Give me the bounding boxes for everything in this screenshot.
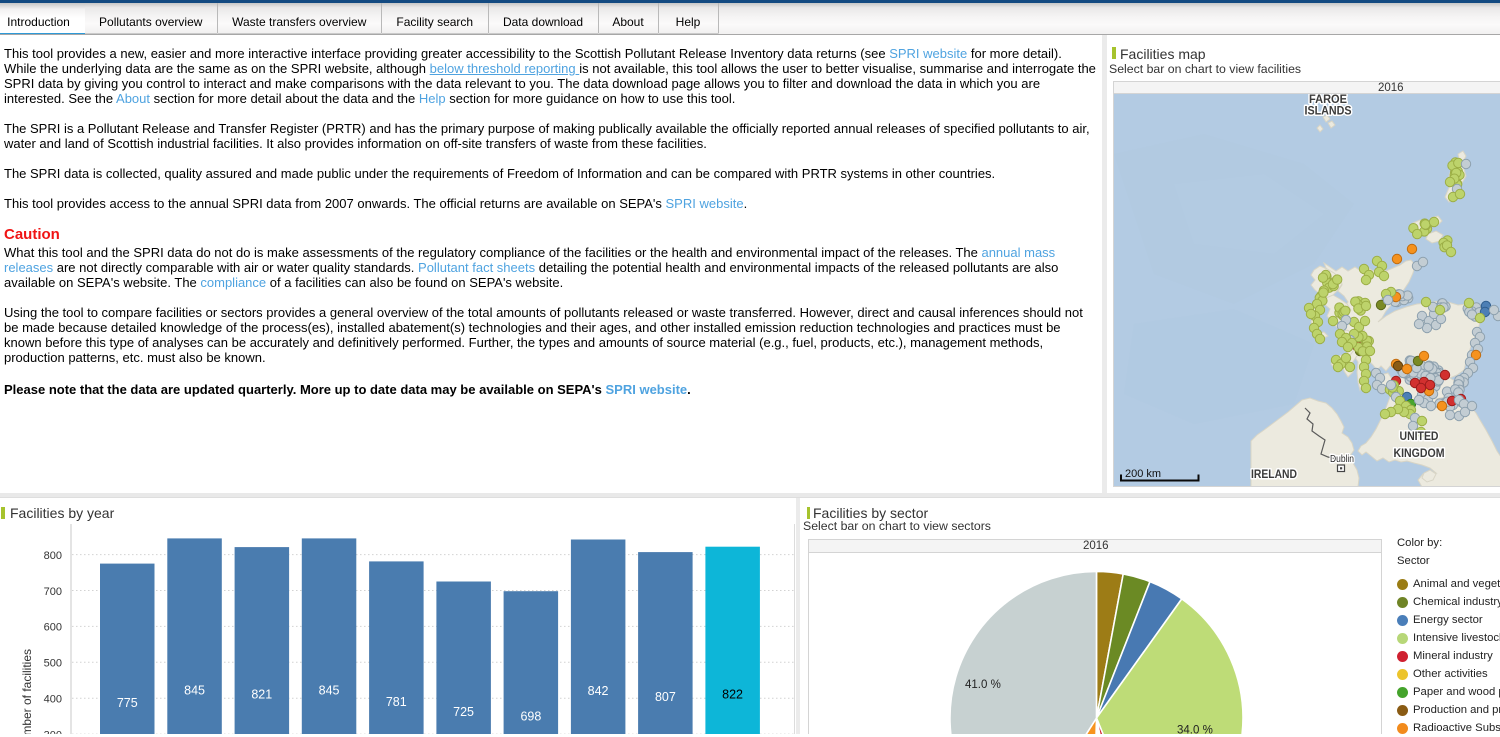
svg-text:845: 845 <box>184 683 205 697</box>
svg-text:725: 725 <box>453 705 474 719</box>
svg-text:781: 781 <box>386 695 407 709</box>
svg-text:41.0 %: 41.0 % <box>965 679 1001 691</box>
svg-text:821: 821 <box>251 688 272 702</box>
svg-text:822: 822 <box>722 688 743 702</box>
svg-text:Number of facilities: Number of facilities <box>20 649 34 734</box>
svg-text:500: 500 <box>44 658 62 670</box>
svg-text:34.0 %: 34.0 % <box>1177 725 1213 735</box>
svg-text:UNITED: UNITED <box>1400 431 1439 443</box>
svg-text:807: 807 <box>655 690 676 704</box>
svg-text:600: 600 <box>44 622 62 634</box>
svg-text:KINGDOM: KINGDOM <box>1394 448 1445 460</box>
svg-text:842: 842 <box>588 684 609 698</box>
svg-text:200 km: 200 km <box>1125 468 1161 480</box>
svg-text:800: 800 <box>44 550 62 562</box>
svg-text:FAROE: FAROE <box>1309 94 1347 106</box>
svg-text:698: 698 <box>520 710 541 724</box>
svg-text:ISLANDS: ISLANDS <box>1305 106 1352 118</box>
svg-text:845: 845 <box>319 683 340 697</box>
svg-text:400: 400 <box>44 694 62 706</box>
svg-text:300: 300 <box>44 729 62 734</box>
svg-text:700: 700 <box>44 586 62 598</box>
svg-text:IRELAND: IRELAND <box>1251 469 1297 481</box>
svg-text:Dublin: Dublin <box>1330 453 1354 465</box>
svg-text:775: 775 <box>117 696 138 710</box>
